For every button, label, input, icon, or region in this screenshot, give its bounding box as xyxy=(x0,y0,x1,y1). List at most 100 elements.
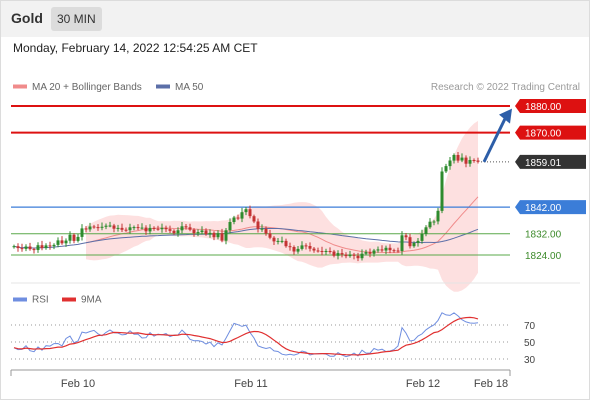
candle xyxy=(436,207,440,225)
candle-body xyxy=(32,249,36,251)
candle-body xyxy=(380,249,384,251)
candle xyxy=(68,231,72,244)
candle-body xyxy=(164,227,168,230)
candle-body xyxy=(396,250,400,252)
candle xyxy=(468,156,472,167)
candle xyxy=(76,234,80,243)
label-box-1880 xyxy=(515,99,586,113)
candle-body xyxy=(400,235,404,251)
candle-body xyxy=(140,227,144,229)
candle xyxy=(84,226,88,233)
candle-body xyxy=(264,228,268,234)
candle-body xyxy=(100,226,104,228)
candle xyxy=(448,157,452,170)
level-label-1824: 1824.00 xyxy=(525,251,562,262)
candle xyxy=(88,222,92,232)
candle xyxy=(144,225,148,235)
candle-body xyxy=(196,232,200,234)
candle xyxy=(472,158,476,163)
candle xyxy=(72,233,76,244)
candle xyxy=(160,223,164,233)
candle-body xyxy=(168,229,172,231)
copyright-note: Research © 2022 Trading Central xyxy=(431,82,580,93)
candle-body xyxy=(132,227,136,229)
rsi-legend-swatch xyxy=(13,297,27,302)
rsi-tick-30: 30 xyxy=(524,355,536,366)
candle xyxy=(288,242,292,251)
candle xyxy=(248,205,252,219)
candle xyxy=(12,244,16,249)
rsi-line xyxy=(13,312,479,358)
candle-body xyxy=(28,246,32,250)
candle-body xyxy=(372,250,376,254)
candle xyxy=(64,238,68,247)
candle-body xyxy=(284,240,288,247)
candle xyxy=(476,157,480,164)
candle xyxy=(260,224,264,232)
candle-body xyxy=(188,227,192,230)
candle-body xyxy=(344,254,348,257)
candle-body xyxy=(56,240,60,245)
candle-body xyxy=(204,230,208,235)
ma50-legend-label: MA 50 xyxy=(175,82,204,93)
candle-body xyxy=(272,237,276,242)
candle-body xyxy=(268,233,272,238)
candle xyxy=(100,222,104,231)
candle xyxy=(44,243,48,250)
candle-body xyxy=(324,251,328,252)
candle xyxy=(24,244,28,252)
candle-body xyxy=(16,246,20,249)
candle xyxy=(312,247,316,253)
candle-body xyxy=(212,232,216,238)
candle xyxy=(56,237,60,248)
candle-body xyxy=(408,237,412,247)
candle-body xyxy=(428,221,432,228)
candle xyxy=(444,163,448,173)
candle-body xyxy=(332,251,336,256)
forecast-arrow-head xyxy=(499,108,512,124)
candle-body xyxy=(412,243,416,247)
label-box-1859-01 xyxy=(515,154,586,169)
candle-body xyxy=(468,160,472,164)
candle-body xyxy=(200,230,204,233)
price-levels xyxy=(11,105,510,256)
chart-legend: MA 20 + Bollinger Bands MA 50 Research ©… xyxy=(13,82,580,93)
candle-body xyxy=(216,233,220,238)
candle-body xyxy=(452,155,456,161)
candle-body xyxy=(240,212,244,219)
candle-body xyxy=(300,245,304,249)
bollinger-band-area xyxy=(86,120,478,292)
candle-body xyxy=(40,245,44,249)
x-tick-label: Feb 10 xyxy=(61,378,95,390)
candle xyxy=(216,230,220,240)
timeframe-button[interactable]: 30 MIN xyxy=(51,7,102,31)
candle xyxy=(424,225,428,237)
candle xyxy=(368,248,372,258)
candle-body xyxy=(244,209,248,213)
candle xyxy=(224,228,228,245)
candle xyxy=(300,241,304,251)
level-label-1870: 1870.00 xyxy=(525,129,562,140)
candle-body xyxy=(120,227,124,230)
x-tick-label: Feb 18 xyxy=(474,378,508,390)
candle xyxy=(172,229,176,235)
candle xyxy=(456,152,460,163)
candle xyxy=(112,223,116,233)
candle-body xyxy=(72,234,76,241)
candle-body xyxy=(208,232,212,235)
candle xyxy=(20,243,24,252)
candle-body xyxy=(312,248,316,251)
candle xyxy=(344,252,348,259)
candle xyxy=(324,248,328,255)
candle-body xyxy=(228,222,232,231)
candle xyxy=(124,227,128,232)
candle xyxy=(404,233,408,241)
candle xyxy=(332,249,336,258)
candle xyxy=(136,224,140,231)
candle-body xyxy=(24,246,28,249)
candle-body xyxy=(192,229,196,234)
candle xyxy=(164,225,168,233)
candle xyxy=(204,228,208,236)
level-label-1859-01: 1859.01 xyxy=(525,158,562,169)
candle-body xyxy=(36,245,40,250)
